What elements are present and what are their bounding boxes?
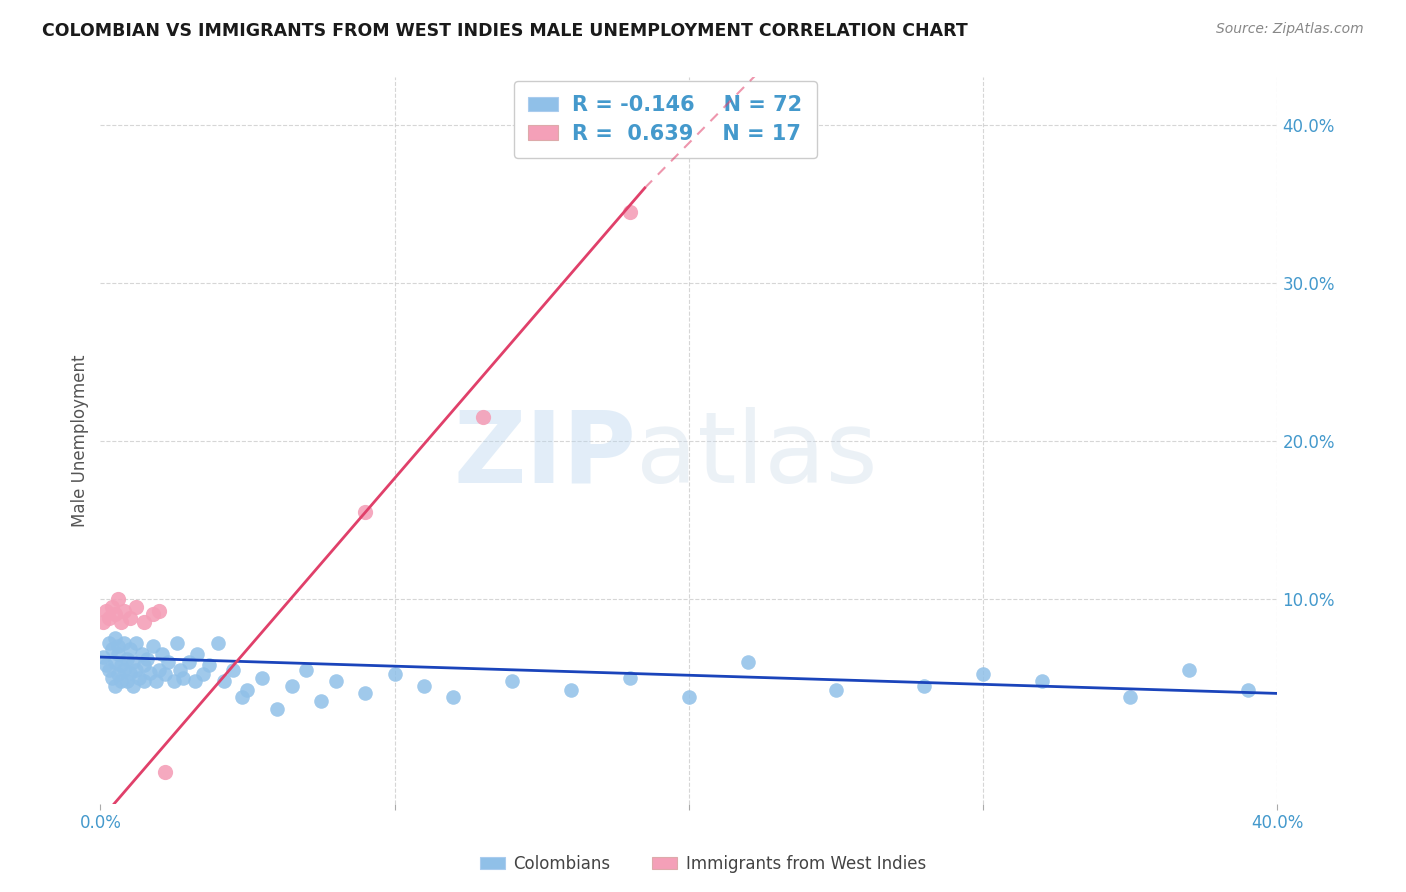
Point (112, 604, 135, 618)
Point (501, 673, 523, 688)
Point (145, 673, 167, 688)
Point (98, 663, 121, 677)
Point (153, 765, 176, 780)
Point (443, 690, 465, 704)
Point (124, 636, 146, 650)
Point (280, 679, 302, 693)
Point (134, 615, 156, 630)
Point (148, 663, 170, 677)
Point (413, 679, 436, 693)
Point (1237, 683, 1260, 698)
Point (136, 651, 159, 665)
Text: COLOMBIAN VS IMMIGRANTS FROM WEST INDIES MALE UNEMPLOYMENT CORRELATION CHART: COLOMBIAN VS IMMIGRANTS FROM WEST INDIES… (42, 22, 967, 40)
Point (157, 655, 180, 669)
Point (112, 663, 135, 677)
Point (115, 651, 138, 665)
Point (104, 679, 127, 693)
Point (972, 667, 994, 681)
Point (110, 673, 132, 688)
Point (91, 615, 114, 630)
Point (104, 631, 127, 645)
Point (619, 204, 641, 219)
Point (124, 599, 146, 614)
Point (121, 679, 143, 693)
Point (110, 615, 132, 630)
Point (121, 655, 143, 669)
Point (198, 658, 221, 673)
Point (309, 694, 332, 708)
Point (112, 636, 135, 650)
Point (231, 690, 253, 704)
Point (98, 636, 121, 650)
Point (250, 671, 273, 685)
Point (134, 673, 156, 688)
Point (1119, 690, 1142, 704)
Point (177, 655, 200, 669)
Point (107, 667, 129, 681)
Point (104, 655, 127, 669)
Point (91, 650, 114, 665)
Text: atlas: atlas (636, 407, 877, 504)
Point (912, 679, 935, 693)
Point (169, 663, 191, 677)
Point (118, 665, 141, 680)
Legend: Colombians, Immigrants from West Indies: Colombians, Immigrants from West Indies (474, 848, 932, 880)
Point (1031, 673, 1053, 688)
Point (153, 667, 176, 681)
Point (737, 655, 759, 669)
Y-axis label: Male Unemployment: Male Unemployment (72, 354, 89, 527)
Point (128, 671, 150, 685)
Point (193, 667, 215, 681)
Point (325, 673, 347, 688)
Text: ZIP: ZIP (453, 407, 636, 504)
Point (678, 690, 700, 704)
Point (107, 639, 129, 653)
Point (101, 642, 124, 657)
Point (222, 663, 245, 677)
Point (101, 599, 124, 614)
Point (471, 410, 494, 425)
Point (107, 647, 129, 661)
Point (163, 673, 186, 688)
Point (560, 683, 582, 698)
Point (134, 658, 156, 673)
Point (142, 607, 165, 622)
Point (142, 639, 165, 653)
Point (354, 686, 377, 700)
Point (104, 607, 127, 622)
Point (107, 591, 129, 606)
Point (124, 663, 146, 677)
Point (384, 667, 406, 681)
Point (186, 647, 208, 661)
Point (212, 673, 235, 688)
Point (172, 671, 194, 685)
Point (266, 702, 288, 716)
Legend: R = -0.146    N = 72, R =  0.639    N = 17: R = -0.146 N = 72, R = 0.639 N = 17 (513, 80, 817, 158)
Point (101, 671, 124, 685)
Point (96, 604, 118, 618)
Point (295, 663, 318, 677)
Point (183, 673, 205, 688)
Point (150, 647, 173, 661)
Point (354, 505, 377, 519)
Point (236, 683, 259, 698)
Point (118, 610, 141, 624)
Point (619, 671, 641, 685)
Point (207, 636, 229, 650)
Point (118, 642, 141, 657)
Point (166, 636, 188, 650)
Point (96, 658, 118, 673)
Point (1178, 663, 1201, 677)
Point (148, 604, 170, 618)
Point (139, 665, 162, 680)
Point (110, 658, 132, 673)
Point (98, 610, 121, 624)
Text: Source: ZipAtlas.com: Source: ZipAtlas.com (1216, 22, 1364, 37)
Point (115, 673, 138, 688)
Point (825, 683, 848, 698)
Point (131, 647, 153, 661)
